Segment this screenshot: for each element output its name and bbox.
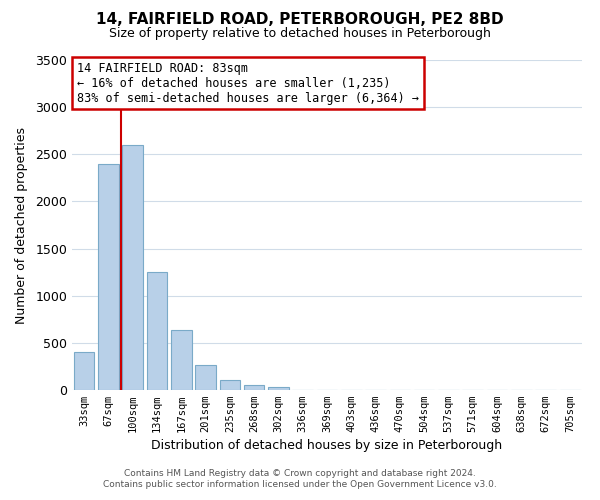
X-axis label: Distribution of detached houses by size in Peterborough: Distribution of detached houses by size … (151, 440, 503, 452)
Bar (146, 272, 167, 390)
Bar (98, 164, 119, 390)
Bar (244, 386, 265, 390)
Y-axis label: Number of detached properties: Number of detached properties (16, 126, 28, 324)
Text: 14 FAIRFIELD ROAD: 83sqm
← 16% of detached houses are smaller (1,235)
83% of sem: 14 FAIRFIELD ROAD: 83sqm ← 16% of detach… (77, 62, 419, 104)
Bar (122, 145, 143, 390)
Bar (220, 380, 240, 390)
Bar (74, 352, 94, 390)
Text: Size of property relative to detached houses in Peterborough: Size of property relative to detached ho… (109, 28, 491, 40)
Bar (195, 366, 216, 390)
Bar (171, 330, 191, 390)
Bar (268, 387, 289, 390)
Text: Contains public sector information licensed under the Open Government Licence v3: Contains public sector information licen… (103, 480, 497, 489)
Text: 14, FAIRFIELD ROAD, PETERBOROUGH, PE2 8BD: 14, FAIRFIELD ROAD, PETERBOROUGH, PE2 8B… (96, 12, 504, 28)
Text: Contains HM Land Registry data © Crown copyright and database right 2024.: Contains HM Land Registry data © Crown c… (124, 468, 476, 477)
